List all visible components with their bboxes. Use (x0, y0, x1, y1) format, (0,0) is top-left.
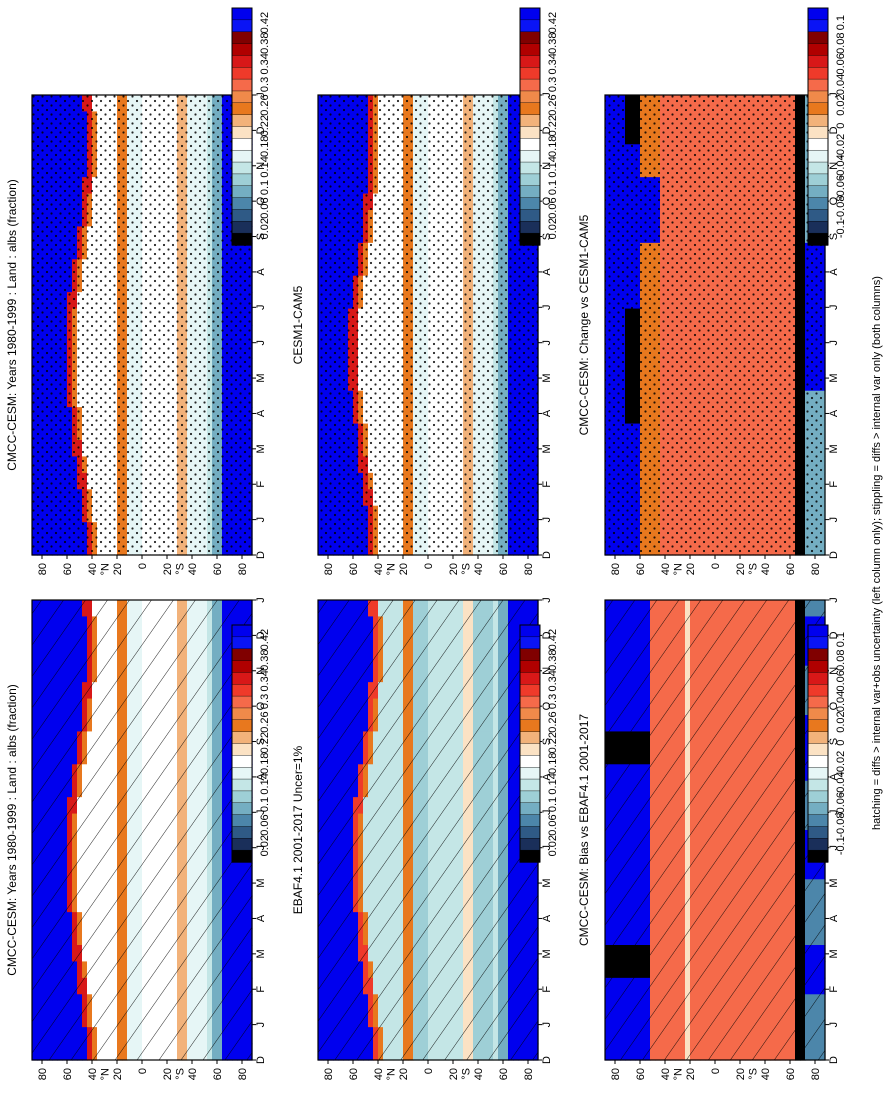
month-label: F (255, 986, 267, 993)
month-label: O (255, 701, 267, 710)
lat-tick-label: 80 (523, 563, 535, 575)
month-label: N (255, 667, 267, 675)
month-label: A (255, 914, 267, 922)
panel-title: CESM1-CAM5 (291, 285, 305, 364)
hemisphere-label: °N (386, 563, 398, 575)
lat-tick-label: 20 (112, 563, 124, 575)
stippling-overlay (32, 95, 252, 555)
month-label: S (255, 233, 267, 240)
month-label: N (255, 162, 267, 170)
lat-tick-label: 60 (348, 563, 360, 575)
month-label: J (255, 305, 267, 311)
month-label: J (255, 810, 267, 816)
month-label: J (255, 845, 267, 851)
lat-tick-label: 40 (87, 563, 99, 575)
lat-tick-label: 40 (473, 563, 485, 575)
month-label: D (255, 631, 267, 639)
lat-tick-label: 20 (162, 1068, 174, 1080)
month-label: J (541, 92, 553, 98)
month-label: M (255, 444, 267, 453)
lat-tick-label: 60 (212, 563, 224, 575)
lat-tick-label: 80 (37, 563, 49, 575)
month-label: A (541, 409, 553, 417)
month-label: J (255, 1022, 267, 1028)
hemisphere-label: °N (100, 1068, 112, 1080)
lat-tick-label: 80 (237, 563, 249, 575)
month-label: D (255, 1056, 267, 1064)
month-label: A (541, 268, 553, 276)
month-label: M (255, 878, 267, 887)
month-label: J (255, 517, 267, 523)
month-label: A (255, 268, 267, 276)
month-label: J (541, 305, 553, 311)
month-label: J (541, 517, 553, 523)
month-label: J (541, 340, 553, 346)
month-label: N (541, 162, 553, 170)
lat-tick-label: 0 (423, 563, 435, 569)
hatching-overlay (32, 600, 252, 1060)
lat-tick-label: 20 (162, 563, 174, 575)
month-label: M (255, 949, 267, 958)
hemisphere-label: °S (175, 563, 187, 575)
lat-tick-label: 60 (212, 1068, 224, 1080)
month-label: O (541, 196, 553, 205)
lat-tick-label: 40 (187, 563, 199, 575)
stippling-overlay (318, 95, 538, 555)
lat-tick-label: 20 (448, 563, 460, 575)
panel-title: CMCC-CESM: Years 1980-1999 : Land : albs… (5, 179, 19, 470)
lat-tick-label: 60 (498, 563, 510, 575)
month-label: F (541, 481, 553, 488)
month-label: J (255, 92, 267, 98)
month-label: O (255, 196, 267, 205)
month-label: M (541, 444, 553, 453)
hemisphere-label: °S (461, 563, 473, 575)
month-label: F (255, 481, 267, 488)
panel-title: CMCC-CESM: Years 1980-1999 : Land : albs… (5, 684, 19, 975)
month-label: J (255, 597, 267, 603)
hemisphere-label: °S (175, 1068, 187, 1080)
lat-tick-label: 40 (187, 1068, 199, 1080)
lat-tick-label: 80 (237, 1068, 249, 1080)
panel-2: 80 60 40 20 0 20 40 60 80°N °SDJFMAMJJASONDJEBAF4… (291, 597, 553, 1080)
lat-tick-label: 60 (62, 1068, 74, 1080)
month-label: A (255, 773, 267, 781)
panel-1: 80 60 40 20 0 20 40 60 80 °N °S D J F M A M J J A S O N D J CMCC-… (5, 92, 267, 575)
month-label: D (255, 126, 267, 134)
lat-tick-label: 80 (323, 563, 335, 575)
lat-tick-label: 40 (87, 1068, 99, 1080)
panel-0: 80 60 40 20 0 20 40 60 80 °N °S D J F M A M J J A S O N D J CMCC-… (5, 597, 267, 1080)
month-label: S (541, 233, 553, 240)
lat-tick-label: 40 (373, 563, 385, 575)
hemisphere-label: °N (100, 563, 112, 575)
lat-tick-label: 20 (398, 563, 410, 575)
month-label: M (541, 373, 553, 382)
month-label: M (255, 373, 267, 382)
month-label: J (255, 340, 267, 346)
lat-tick-label: 20 (112, 1068, 124, 1080)
month-label: D (541, 551, 553, 559)
lat-tick-label: 80 (37, 1068, 49, 1080)
month-label: S (255, 738, 267, 745)
lat-tick-label: 0 (137, 1068, 149, 1074)
lat-tick-label: 60 (62, 563, 74, 575)
month-label: D (541, 126, 553, 134)
panel-3: 80 60 40 20 0 20 40 60 80 °N °S D J F M A M J J A S O N D J CESM1… (291, 92, 553, 575)
month-label: D (255, 551, 267, 559)
month-label: A (255, 409, 267, 417)
lat-tick-label: 0 (137, 563, 149, 569)
